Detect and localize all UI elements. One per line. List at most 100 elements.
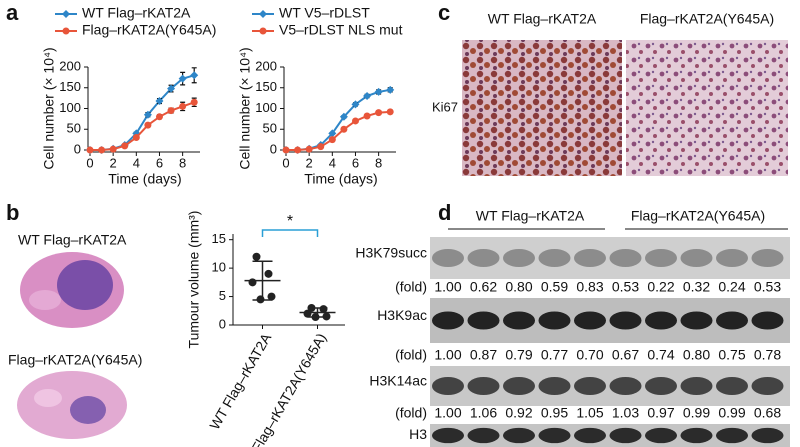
blot-row-label: H3K9ac (377, 307, 427, 323)
y-tick-label: 15 (212, 231, 226, 246)
stain-label: Ki67 (432, 99, 458, 114)
blot-band (645, 377, 677, 395)
legend-marker (259, 10, 267, 18)
marker (109, 145, 117, 153)
fold-value: 0.80 (505, 279, 532, 295)
fold-value: 0.59 (541, 279, 568, 295)
panel-letter: a (6, 0, 19, 25)
fold-value: 1.00 (434, 279, 461, 295)
marker (374, 87, 383, 96)
blot-group-label: Flag–rKAT2A(Y645A) (631, 208, 765, 224)
marker (363, 112, 371, 120)
brain-label: WT Flag–rKAT2A (18, 232, 127, 248)
x-tick-label: 2 (306, 155, 313, 170)
blot-band (467, 311, 500, 330)
marker (328, 129, 337, 138)
fold-value: 0.24 (718, 279, 745, 295)
blot-band (574, 311, 606, 330)
y-tick-label: 10 (212, 260, 226, 275)
blot-band (503, 311, 535, 330)
blot-band (538, 311, 571, 330)
fold-value: 1.03 (612, 405, 639, 421)
fold-value: 1.05 (576, 405, 603, 421)
blot-row-label: H3 (409, 426, 427, 442)
blot-band (467, 427, 500, 444)
blot-band (574, 427, 606, 444)
x-tick-label: 0 (86, 155, 93, 170)
blot-band (609, 377, 642, 395)
marker (190, 71, 199, 80)
fold-value: 0.99 (683, 405, 710, 421)
fold-value: 0.53 (612, 279, 639, 295)
marker (190, 98, 198, 106)
x-tick-label: 0 (282, 155, 289, 170)
legend-label: WT Flag–rKAT2A (82, 5, 191, 21)
marker (98, 146, 106, 154)
x-tick-label: 8 (375, 155, 382, 170)
blot-band (467, 249, 500, 267)
blot-band (574, 377, 606, 395)
marker (294, 146, 302, 154)
y-tick-label: 150 (255, 79, 277, 94)
significance-label: * (287, 213, 293, 230)
fold-value: 1.06 (470, 405, 497, 421)
y-tick-label: 100 (255, 100, 277, 115)
blot-band (538, 377, 571, 395)
fold-value: 0.74 (647, 347, 674, 363)
blot-band (432, 311, 464, 330)
blot-band (716, 427, 748, 444)
legend-label: V5–rDLST NLS mut (279, 22, 403, 38)
sd-bar (252, 260, 273, 301)
blot-band (645, 311, 677, 330)
series-line (286, 110, 391, 151)
legend-marker (62, 10, 70, 18)
fold-label: (fold) (395, 279, 427, 295)
blot-group-label: WT Flag–rKAT2A (476, 208, 585, 224)
fold-value: 0.95 (541, 405, 568, 421)
blot-band (538, 249, 571, 267)
x-tick-label: 8 (179, 155, 186, 170)
fold-value: 0.67 (612, 347, 639, 363)
sd-bar (307, 307, 328, 318)
fold-label: (fold) (395, 405, 427, 421)
ihc-image (626, 40, 788, 176)
fold-value: 0.62 (470, 279, 497, 295)
legend-label: WT V5–rDLST (279, 5, 370, 21)
blot-band (751, 427, 784, 444)
fold-value: 0.83 (576, 279, 603, 295)
panel-letter: c (438, 0, 450, 25)
blot-band (538, 427, 571, 444)
y-tick-label: 50 (263, 121, 277, 136)
fold-value: 0.75 (718, 347, 745, 363)
ihc-image (462, 40, 622, 176)
legend-label: Flag–rKAT2A(Y645A) (82, 22, 216, 38)
blot-band (503, 249, 535, 267)
blot-band (680, 249, 713, 267)
blot-band (716, 377, 748, 395)
data-point (248, 278, 257, 287)
fold-value: 0.78 (754, 347, 781, 363)
x-tick-label: 4 (329, 155, 336, 170)
blot-band (680, 377, 713, 395)
fold-value: 0.22 (647, 279, 674, 295)
marker (317, 143, 325, 151)
marker (328, 136, 336, 144)
blot-band (574, 249, 606, 267)
fold-value: 0.92 (505, 405, 532, 421)
blot-band (609, 311, 642, 330)
marker (363, 92, 372, 101)
x-tick-label: 2 (110, 155, 117, 170)
marker (86, 146, 94, 154)
brain-image (20, 252, 124, 328)
blot-band (503, 427, 535, 444)
blot-band (751, 377, 784, 395)
marker (121, 142, 129, 150)
marker (143, 110, 152, 119)
ihc-label: WT Flag–rKAT2A (488, 11, 597, 27)
data-point (264, 269, 273, 278)
data-point (319, 305, 328, 314)
fold-value: 0.53 (754, 279, 781, 295)
marker (351, 117, 359, 125)
blot-band (751, 311, 784, 330)
marker (386, 108, 394, 116)
